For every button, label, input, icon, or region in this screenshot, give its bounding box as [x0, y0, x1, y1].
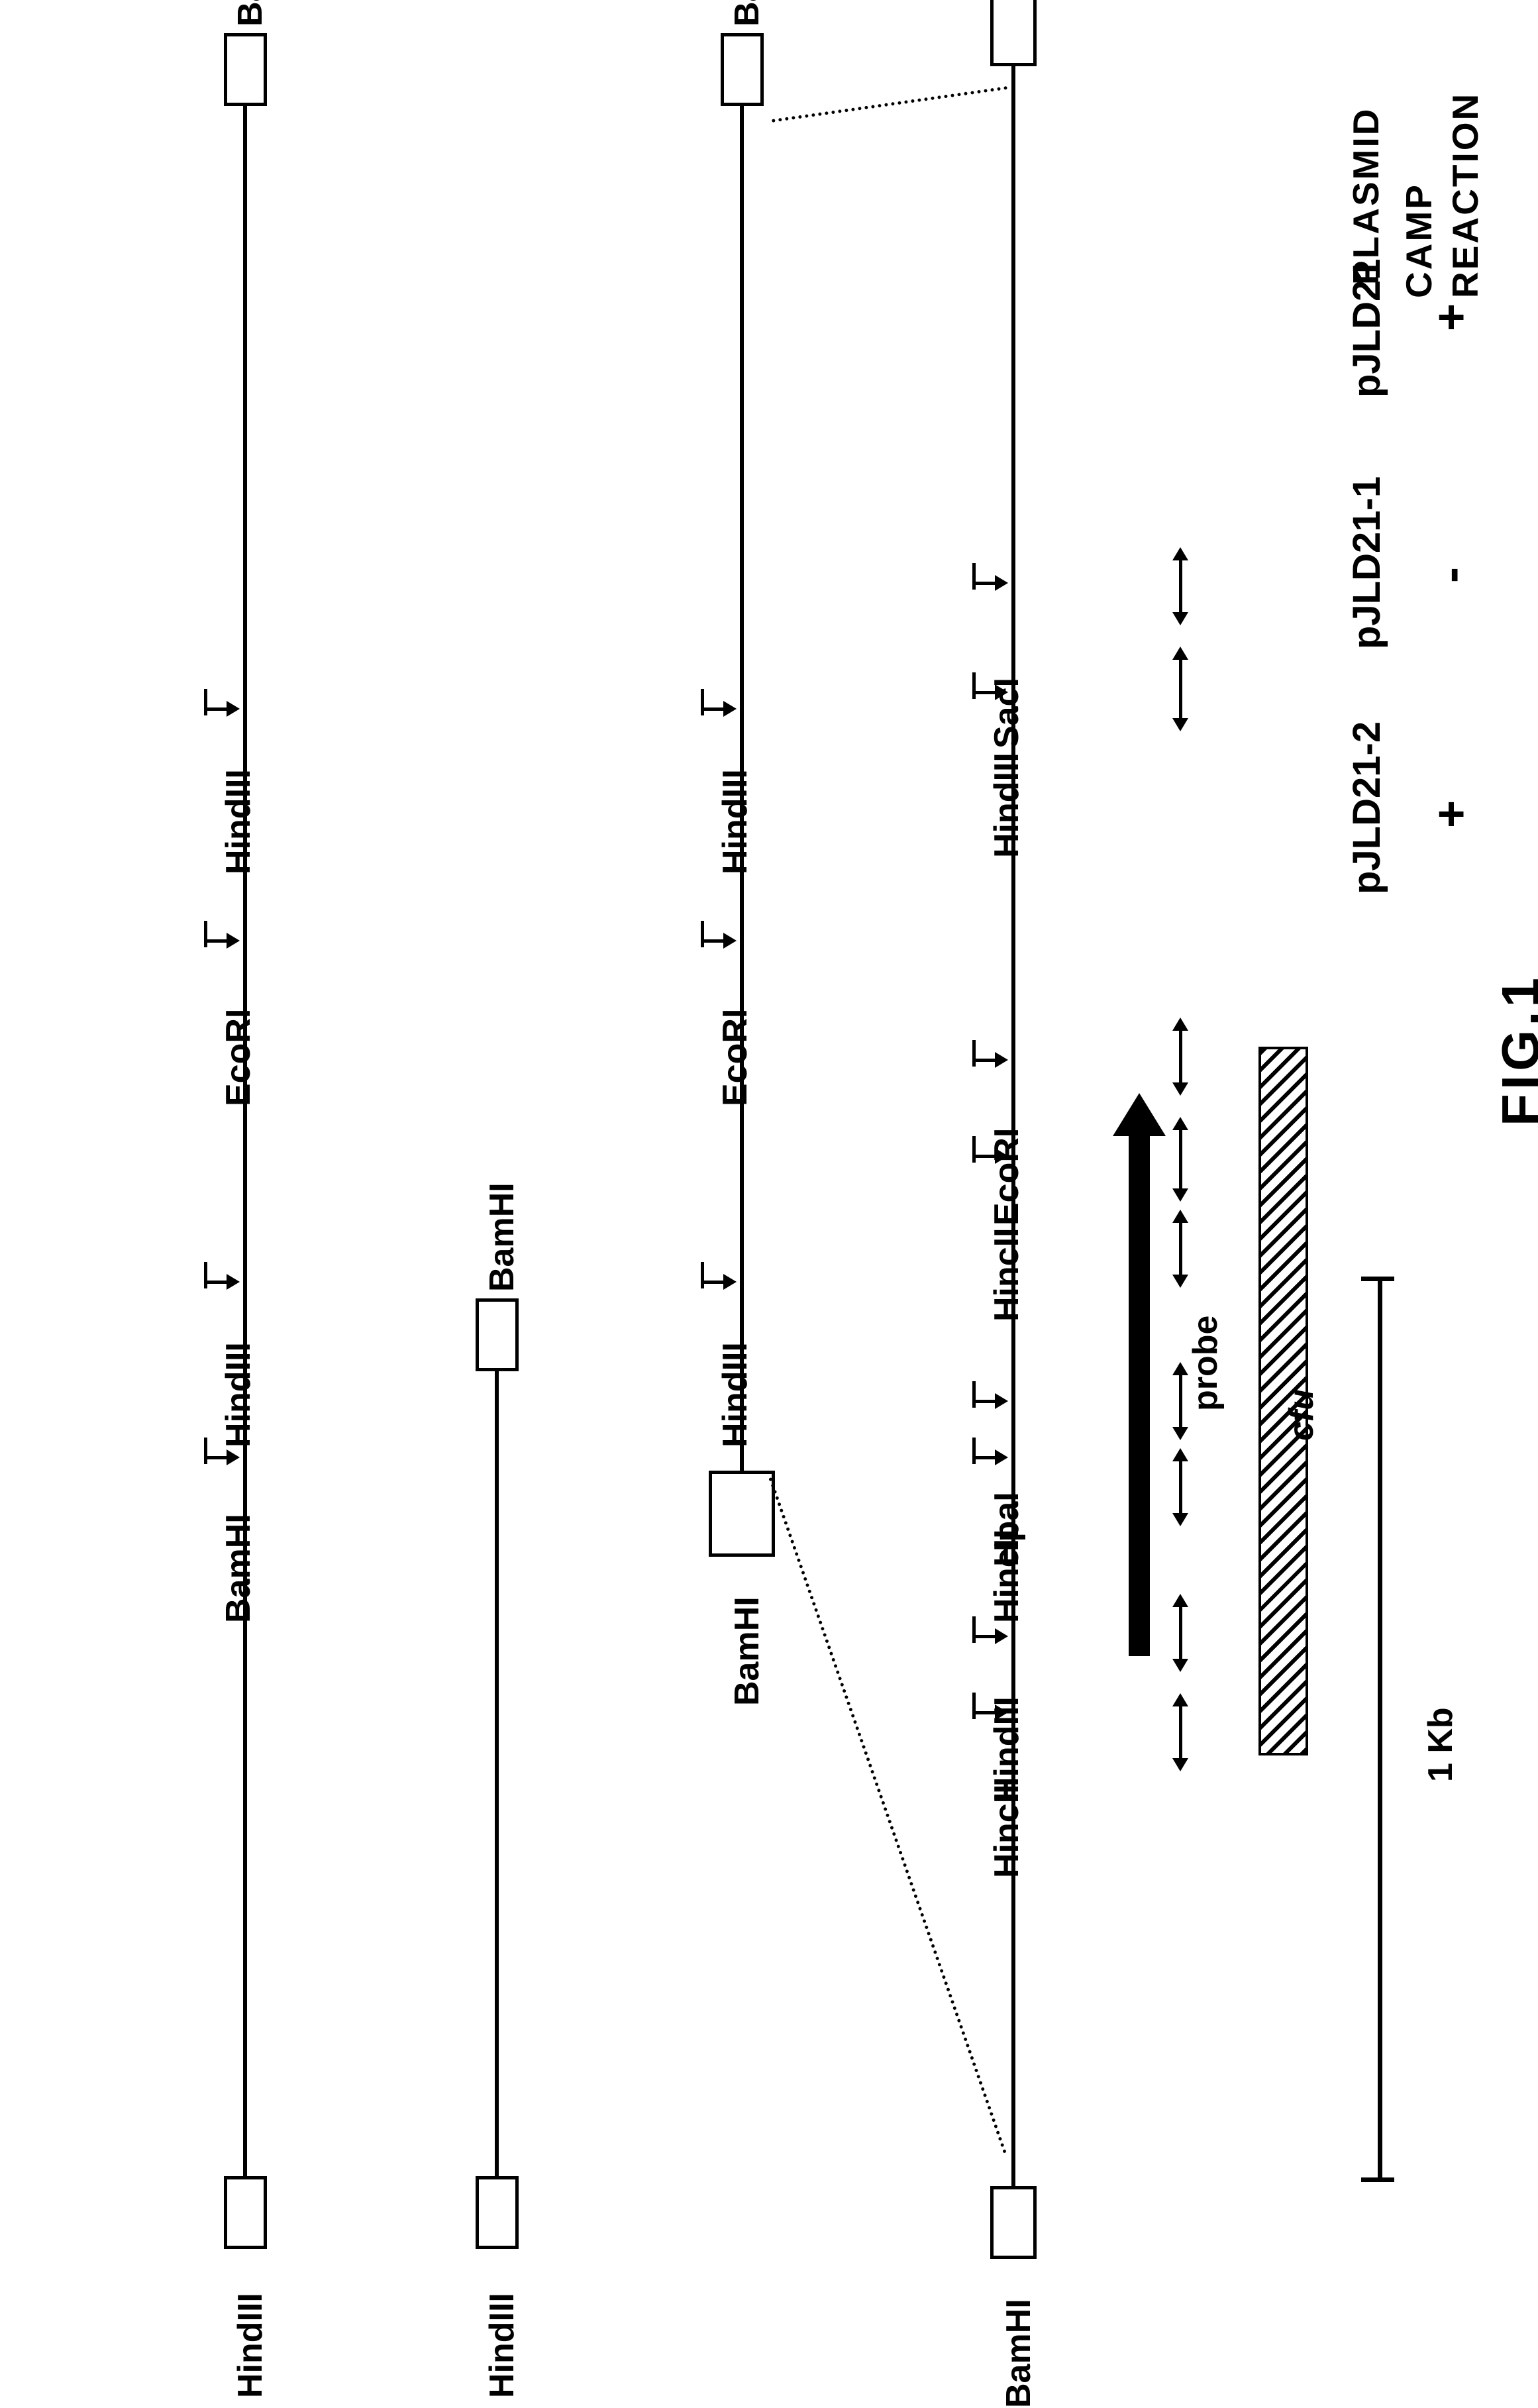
- map-endlabel-bottom-2: BamHI: [727, 1597, 767, 1706]
- seq-uphead-3: [1172, 1117, 1188, 1130]
- seq-shaft-8: [1179, 1704, 1182, 1761]
- probe-arrowhead: [1113, 1093, 1166, 1136]
- map-sitelabel-0-2: HindIII: [219, 1342, 258, 1447]
- map-head-0-1: [227, 933, 240, 949]
- map-line-1: [495, 1371, 499, 2176]
- scale-label: 1 Kb: [1421, 1707, 1461, 1782]
- seq-shaft-2: [1179, 1028, 1182, 1085]
- camp-sign-1: -: [1424, 567, 1478, 583]
- map-head-2-2: [723, 1274, 737, 1290]
- map-endlabel-top-2: BamHI: [727, 0, 767, 26]
- map-head-2-0: [723, 701, 737, 717]
- seq-uphead-0: [1172, 547, 1188, 560]
- map-endbox-top-2: [721, 33, 764, 106]
- detail-endlabel-bottom-0: BamHI: [999, 2299, 1039, 2408]
- map-head-0-0: [227, 701, 240, 717]
- figure-title: FIG.1: [1490, 974, 1538, 1126]
- seq-shaft-7: [1179, 1604, 1182, 1661]
- connector-1: [768, 1477, 1007, 2154]
- map-endlabel-bottom-0: HindIII: [231, 2293, 270, 2398]
- header-camp-line2: REACTION: [1444, 92, 1486, 298]
- detail-endbox-bottom-0: [990, 2186, 1037, 2259]
- detail-head-0-7: [995, 1704, 1008, 1720]
- seq-shaft-6: [1179, 1459, 1182, 1516]
- scale-cap-bottom: [1361, 2177, 1394, 2182]
- plasmid-name-1: pJLD21-1: [1345, 476, 1389, 649]
- detail-head-0-6: [995, 1628, 1008, 1644]
- map-endbox-bottom-1: [476, 2176, 519, 2249]
- map-endlabel-top-1: BamHI: [482, 1182, 522, 1292]
- seq-downhead-2: [1172, 1082, 1188, 1096]
- seq-downhead-4: [1172, 1275, 1188, 1288]
- map-head-0-3: [227, 1449, 240, 1465]
- seq-downhead-6: [1172, 1513, 1188, 1526]
- map-sitelabel-2-0: HindIII: [715, 769, 755, 874]
- detail-head-0-1: [995, 684, 1008, 700]
- detail-endbox-top-0: [990, 0, 1037, 66]
- map-sitelabel-2-1: EcoRI: [715, 1009, 755, 1106]
- map-head-0-2: [227, 1274, 240, 1290]
- seq-downhead-1: [1172, 718, 1188, 731]
- cfu-label: cfu: [1282, 1389, 1321, 1441]
- connector-0: [772, 86, 1007, 123]
- seq-shaft-5: [1179, 1373, 1182, 1430]
- detail-head-0-2: [995, 1052, 1008, 1068]
- seq-downhead-8: [1172, 1758, 1188, 1771]
- seq-downhead-3: [1172, 1188, 1188, 1202]
- camp-sign-2: +: [1424, 800, 1478, 828]
- seq-uphead-2: [1172, 1018, 1188, 1031]
- map-line-0: [243, 106, 247, 2176]
- detail-head-0-4: [995, 1393, 1008, 1409]
- seq-uphead-6: [1172, 1448, 1188, 1461]
- map-endbox-top-1: [476, 1298, 519, 1371]
- detail-sitelabel-0-3: HincII: [987, 1228, 1027, 1322]
- seq-shaft-3: [1179, 1127, 1182, 1191]
- map-sitelabel-0-3: BamHI: [219, 1514, 258, 1623]
- header-camp-line1: CAMP: [1398, 183, 1440, 298]
- seq-shaft-1: [1179, 657, 1182, 721]
- seq-uphead-1: [1172, 647, 1188, 660]
- seq-uphead-8: [1172, 1693, 1188, 1706]
- seq-uphead-7: [1172, 1594, 1188, 1607]
- probe-shaft: [1129, 1126, 1150, 1656]
- probe-label: probe: [1186, 1316, 1225, 1411]
- scale-cap-top: [1361, 1277, 1394, 1281]
- seq-downhead-7: [1172, 1659, 1188, 1672]
- seq-shaft-0: [1179, 558, 1182, 615]
- detail-head-0-0: [995, 575, 1008, 591]
- plasmid-name-0: pJLD21: [1345, 258, 1389, 397]
- detail-sitelabel-0-5: HincII: [987, 1529, 1027, 1623]
- map-endbox-top-0: [224, 33, 267, 106]
- plasmid-name-2: pJLD21-2: [1345, 721, 1389, 894]
- detail-sitelabel-0-1: HindIII: [987, 753, 1027, 858]
- map-sitelabel-0-0: HindIII: [219, 769, 258, 874]
- scale-line: [1378, 1279, 1382, 2179]
- map-endbox-bottom-2: [709, 1471, 775, 1557]
- map-endlabel-bottom-1: HindIII: [482, 2293, 522, 2398]
- detail-head-0-3: [995, 1148, 1008, 1164]
- seq-uphead-4: [1172, 1210, 1188, 1223]
- seq-downhead-5: [1172, 1427, 1188, 1440]
- detail-head-0-5: [995, 1449, 1008, 1465]
- map-endlabel-top-0: BamHI: [231, 0, 270, 26]
- seq-downhead-0: [1172, 612, 1188, 625]
- seq-uphead-5: [1172, 1362, 1188, 1375]
- map-sitelabel-2-2: HindIII: [715, 1342, 755, 1447]
- map-endbox-bottom-0: [224, 2176, 267, 2249]
- map-head-2-1: [723, 933, 737, 949]
- detail-sitelabel-0-2: EcoRI: [987, 1128, 1027, 1226]
- seq-shaft-4: [1179, 1220, 1182, 1277]
- camp-sign-0: +: [1424, 303, 1478, 331]
- map-sitelabel-0-1: EcoRI: [219, 1009, 258, 1106]
- detail-sitelabel-0-7: HincII: [987, 1784, 1027, 1878]
